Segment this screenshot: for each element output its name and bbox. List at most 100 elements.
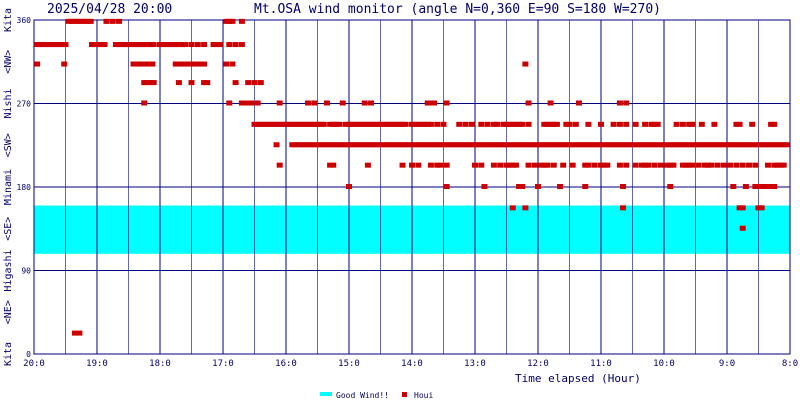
houi-point (386, 142, 393, 148)
houi-point (771, 121, 778, 127)
houi-point (462, 121, 469, 127)
houi-point (333, 121, 340, 127)
houi-point (352, 142, 359, 148)
houi-point (610, 121, 617, 127)
houi-point (311, 100, 318, 106)
x-tick-label: 18:0 (149, 359, 171, 369)
houi-point (648, 142, 655, 148)
houi-point (229, 61, 236, 67)
houi-point (642, 121, 649, 127)
houi-point (749, 142, 756, 148)
houi-point (560, 142, 567, 148)
houi-point (295, 142, 302, 148)
x-tick-label: 9:0 (719, 359, 735, 369)
houi-point (620, 142, 627, 148)
houi-point (563, 121, 570, 127)
houi-point (223, 61, 230, 67)
houi-point (708, 162, 715, 168)
houi-point (774, 162, 781, 168)
houi-point (412, 142, 419, 148)
houi-point (733, 121, 740, 127)
houi-point (46, 42, 53, 48)
houi-point (623, 142, 630, 148)
houi-point (276, 100, 283, 106)
houi-point (371, 142, 378, 148)
houi-point (415, 142, 422, 148)
houi-point (238, 18, 245, 24)
houi-point (305, 100, 312, 106)
houi-point (380, 142, 387, 148)
houi-point (257, 80, 264, 86)
houi-point (768, 121, 775, 127)
houi-point (749, 121, 756, 127)
houi-point (393, 121, 400, 127)
houi-point (550, 142, 557, 148)
houi-point (342, 121, 349, 127)
houi-point (368, 142, 375, 148)
houi-point (317, 142, 324, 148)
houi-point (494, 142, 501, 148)
houi-point (349, 121, 356, 127)
houi-point (528, 142, 535, 148)
houi-point (330, 142, 337, 148)
y-side-label: <SW> (3, 133, 14, 157)
houi-point (424, 142, 431, 148)
houi-point (761, 184, 768, 189)
houi-point (216, 42, 223, 48)
houi-point (714, 142, 721, 148)
houi-point (53, 42, 60, 48)
houi-point (711, 121, 718, 127)
houi-point (336, 121, 343, 127)
houi-point (431, 142, 438, 148)
houi-point (490, 142, 497, 148)
houi-point (698, 121, 705, 127)
y-side-label: Nishi (3, 88, 14, 118)
houi-point (531, 142, 538, 148)
houi-point (752, 184, 759, 189)
houi-point (119, 42, 126, 48)
houi-point (346, 121, 352, 127)
houi-point (172, 61, 179, 67)
houi-point (449, 142, 456, 148)
houi-point (572, 142, 579, 148)
houi-point (383, 142, 390, 148)
houi-point (226, 18, 233, 24)
houi-point (531, 162, 538, 168)
houi-point (506, 142, 513, 148)
houi-point (201, 80, 208, 86)
houi-point (188, 61, 195, 67)
houi-point (456, 121, 463, 127)
houi-point (654, 142, 661, 148)
houi-point (739, 142, 746, 148)
houi-point (503, 142, 510, 148)
houi-point (522, 205, 529, 211)
houi-point (714, 162, 721, 168)
houi-point (143, 61, 150, 67)
houi-point (506, 162, 513, 168)
legend-good-label: Good Wind!! (336, 391, 389, 400)
houi-point (175, 61, 182, 67)
houi-point (478, 121, 485, 127)
houi-point (188, 80, 195, 86)
houi-point (544, 162, 551, 168)
houi-point (657, 162, 664, 168)
houi-point (705, 162, 712, 168)
houi-point (169, 42, 176, 48)
houi-point (390, 142, 397, 148)
houi-point (342, 142, 349, 148)
houi-point (134, 42, 141, 48)
houi-point (49, 42, 56, 48)
houi-point (223, 18, 230, 24)
houi-point (632, 162, 639, 168)
houi-point (620, 205, 627, 211)
houi-point (563, 142, 570, 148)
houi-point (201, 61, 208, 67)
houi-point (736, 121, 743, 127)
houi-point (544, 121, 551, 127)
houi-point (525, 121, 532, 127)
houi-point (727, 162, 734, 168)
houi-point (191, 61, 198, 67)
houi-point (323, 142, 330, 148)
houi-point (242, 100, 249, 106)
houi-point (632, 121, 639, 127)
